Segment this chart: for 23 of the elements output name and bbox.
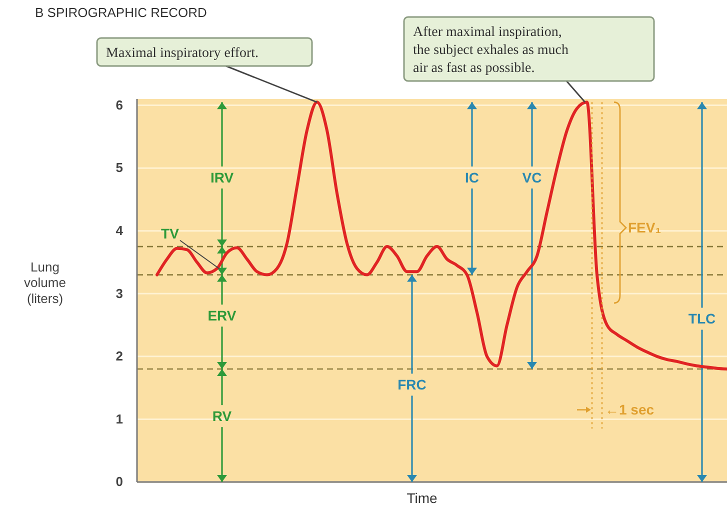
text: Maximal inspiratory effort. [106, 46, 259, 61]
annotation: TLC [688, 310, 716, 327]
annotation: IRV [210, 169, 234, 186]
annotation: FEV₁ [628, 220, 662, 236]
y-tick-label: 3 [116, 286, 123, 301]
y-tick-label: 0 [116, 474, 123, 490]
annotation: TV [161, 225, 180, 242]
y-tick-label: 5 [116, 160, 123, 176]
annotation: ←1 sec [605, 402, 654, 418]
y-tick-label: 6 [116, 97, 123, 112]
annotation: RV [212, 408, 232, 424]
y-tick-label: 2 [116, 348, 123, 364]
annotation: FRC [398, 376, 426, 393]
line-series [156, 100, 727, 370]
chart-title: B SPIROGRAPHIC RECORD [35, 5, 207, 20]
x-axis-title: Time [406, 490, 438, 506]
text: After maximal inspiration, the subject exhales as much air as fast as possible. [413, 25, 569, 76]
annotation: VC [522, 169, 542, 186]
y-axis-title: Lung volume (liters) [24, 260, 66, 306]
annotation: IC [465, 169, 479, 186]
y-tick-label: 1 [116, 411, 123, 426]
y-tick-label: 4 [116, 223, 124, 238]
annotation: ERV [208, 308, 237, 324]
